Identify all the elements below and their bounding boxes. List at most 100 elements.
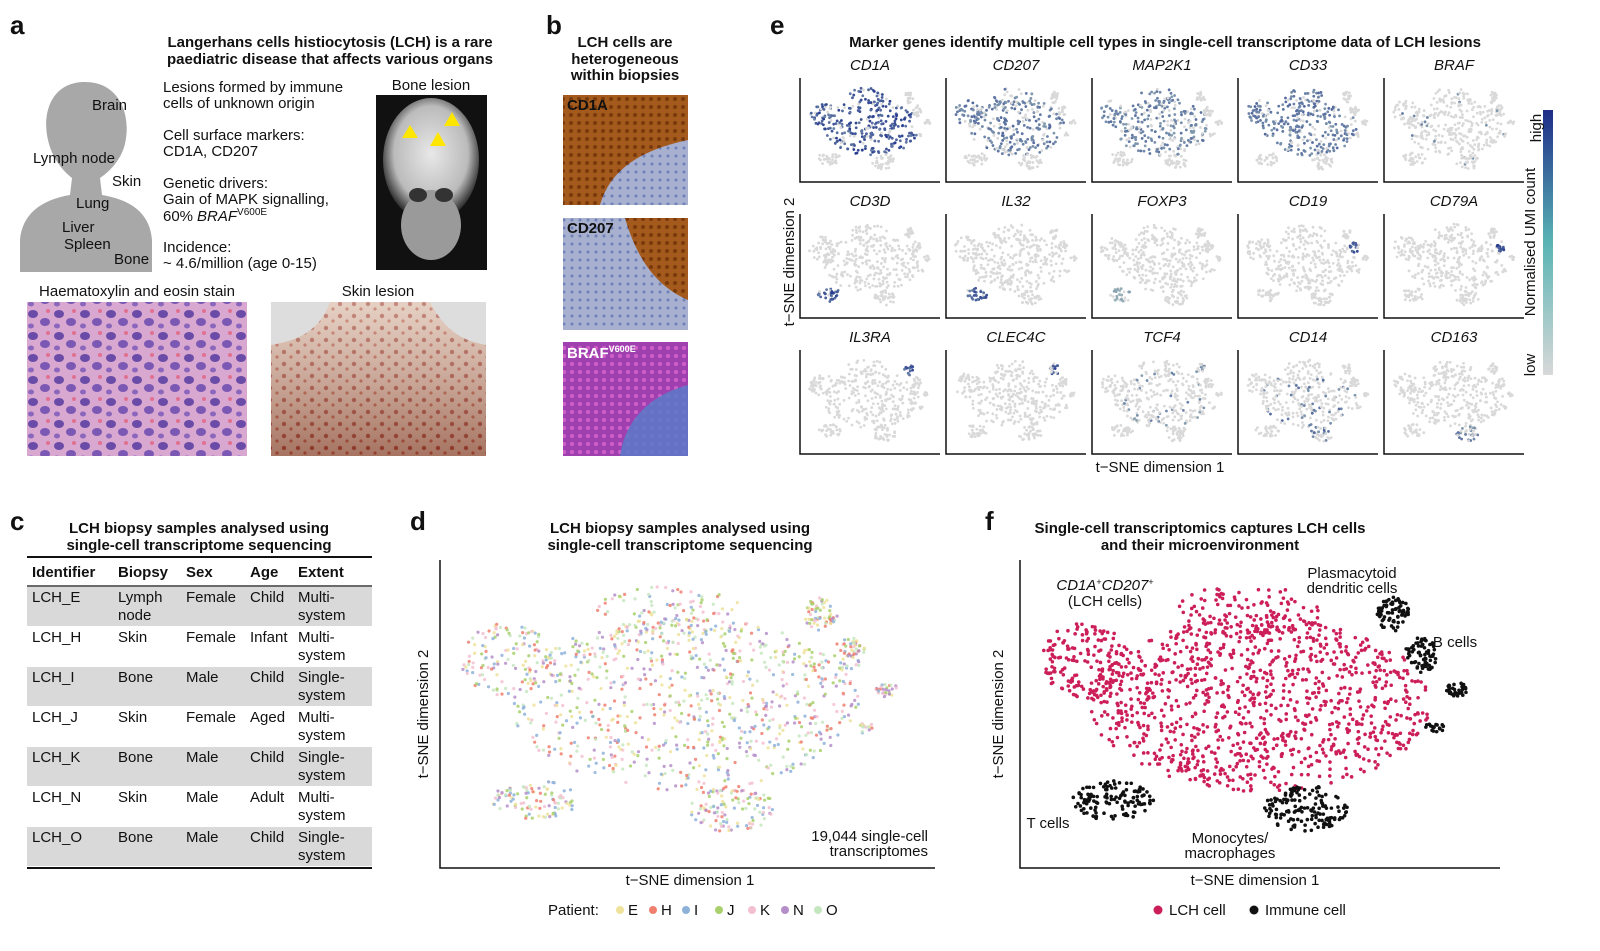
cell-point: [1051, 242, 1054, 245]
cell-point: [864, 98, 867, 101]
tsne-plot: [461, 585, 898, 832]
cell-point: [570, 715, 573, 718]
cell-point: [906, 111, 909, 114]
cell-point: [861, 262, 864, 265]
cell-point: [1197, 245, 1200, 248]
cell-point: [1134, 114, 1137, 117]
cell-point: [1159, 125, 1162, 128]
cell-point: [475, 682, 478, 685]
cell-point: [569, 788, 572, 791]
cell-point: [600, 728, 603, 731]
cell-point: [1009, 288, 1012, 291]
cell-point: [623, 704, 626, 707]
cell-point: [1291, 238, 1294, 241]
cell-point: [876, 102, 879, 105]
cell-point: [1335, 139, 1338, 142]
cell-point: [810, 618, 813, 621]
cell-point: [1467, 102, 1470, 105]
cell-point: [676, 588, 679, 591]
cell-point: [984, 159, 987, 162]
cell-point: [867, 88, 870, 91]
cell-point: [647, 771, 650, 774]
cell-point: [1156, 244, 1159, 247]
cell-point: [1317, 92, 1320, 95]
cell-point: [747, 802, 750, 805]
cell-point: [634, 721, 637, 724]
cell-point: [1193, 115, 1196, 118]
cell-point: [1002, 102, 1005, 105]
cell-point: [880, 167, 883, 170]
cell-point: [638, 615, 641, 618]
cell-point: [671, 726, 674, 729]
cell-point: [758, 811, 761, 814]
organ-label: Lymph node: [33, 150, 115, 167]
cell-point: [1125, 139, 1128, 142]
cell-point: [549, 661, 552, 664]
cell-point: [993, 125, 996, 128]
cell-point: [1316, 120, 1319, 123]
cell-point: [487, 666, 490, 669]
cell-point: [514, 667, 517, 670]
cell-point: [906, 275, 909, 278]
cell-point: [1029, 257, 1032, 260]
cell-point: [1108, 254, 1111, 257]
organ-label: Skin: [112, 173, 141, 190]
cell-point: [815, 715, 818, 718]
cell-point: [1301, 113, 1304, 116]
cell-point: [733, 628, 736, 631]
cell-point: [1159, 280, 1162, 283]
cell-point: [507, 632, 510, 635]
cell-point: [716, 698, 719, 701]
cell-point: [610, 637, 613, 640]
cell-point: [558, 679, 561, 682]
cell-point: [622, 634, 625, 637]
cell-point: [814, 722, 817, 725]
cell-point: [873, 234, 876, 237]
cell-point: [462, 663, 465, 666]
cell-point: [1000, 278, 1003, 281]
cell-point: [961, 257, 964, 260]
cell-point: [1159, 267, 1162, 270]
cell-point: [997, 228, 1000, 231]
cell-point: [743, 731, 746, 734]
cell-point: [975, 299, 978, 302]
cell-point: [881, 235, 884, 238]
cell-point: [1170, 283, 1173, 286]
cell-point: [522, 664, 525, 667]
cell-point: [1271, 134, 1274, 137]
cell-point: [697, 812, 700, 815]
cell-point: [1284, 97, 1287, 100]
cell-point: [904, 125, 907, 128]
table-cell: Male: [186, 669, 219, 686]
cell-point: [659, 675, 662, 678]
cell-point: [871, 162, 874, 165]
cell-point: [1020, 108, 1023, 111]
cell-point: [919, 134, 922, 137]
cell-point: [991, 268, 994, 271]
cell-point: [644, 774, 647, 777]
cell-point: [1352, 133, 1355, 136]
cell-point: [1187, 139, 1190, 142]
cell-point: [535, 799, 538, 802]
cell-point: [885, 105, 888, 108]
cell-point: [810, 602, 813, 605]
cell-point: [1023, 236, 1026, 239]
cell-point: [837, 252, 840, 255]
cell-point: [504, 662, 507, 665]
cell-point: [1193, 248, 1196, 251]
cell-point: [1411, 138, 1414, 141]
cell-point: [967, 114, 970, 117]
cell-point: [746, 674, 749, 677]
cell-point: [818, 663, 821, 666]
cell-point: [899, 139, 902, 142]
cell-point: [1001, 252, 1004, 255]
cell-point: [597, 718, 600, 721]
cell-point: [704, 809, 707, 812]
cell-point: [623, 701, 626, 704]
cell-point: [1295, 110, 1298, 113]
cell-point: [826, 161, 829, 164]
cell-point: [542, 724, 545, 727]
cell-point: [823, 742, 826, 745]
cell-point: [1103, 114, 1106, 117]
cell-point: [1151, 289, 1154, 292]
